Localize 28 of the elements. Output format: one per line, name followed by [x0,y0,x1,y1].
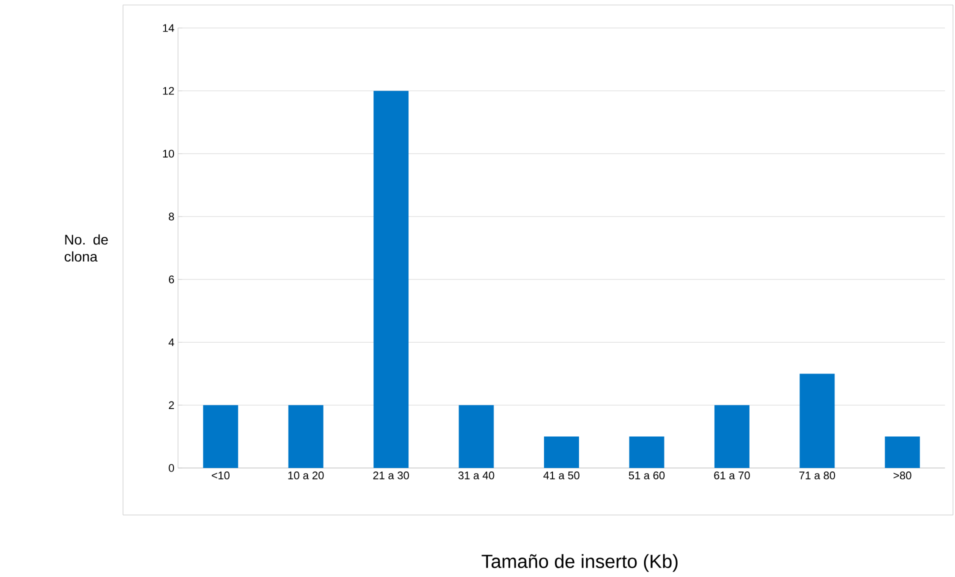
bar [288,405,324,468]
bar [800,374,835,468]
x-tick-label: 31 a 40 [458,472,494,480]
y-tick-label: 2 [168,401,174,409]
bar [629,436,664,468]
y-tick-label: 8 [168,212,174,220]
y-axis-title: No. de clona [64,234,108,262]
y-tick-label: 12 [163,87,174,95]
y-tick-label: 6 [168,276,174,284]
x-tick-label: 71 a 80 [799,472,836,480]
bar [374,90,409,468]
bar [714,405,750,468]
bar [458,405,494,468]
bar [203,405,238,468]
y-tick-label: 14 [163,24,174,32]
bar [884,436,920,468]
x-axis-title: Tamaño de inserto (Kb) [482,554,678,572]
bar [544,436,579,468]
y-tick-label: 4 [168,338,174,346]
x-tick-label: 10 a 20 [288,472,324,480]
x-tick-label: <10 [212,472,230,480]
x-tick-label: 41 a 50 [543,472,580,480]
x-tick-label: 51 a 60 [628,472,665,480]
x-tick-label: 61 a 70 [714,472,750,480]
y-tick-label: 0 [168,464,174,472]
x-tick-label: 21 a 30 [373,472,409,480]
y-tick-label: 10 [163,150,174,158]
x-tick-label: >80 [894,472,912,480]
